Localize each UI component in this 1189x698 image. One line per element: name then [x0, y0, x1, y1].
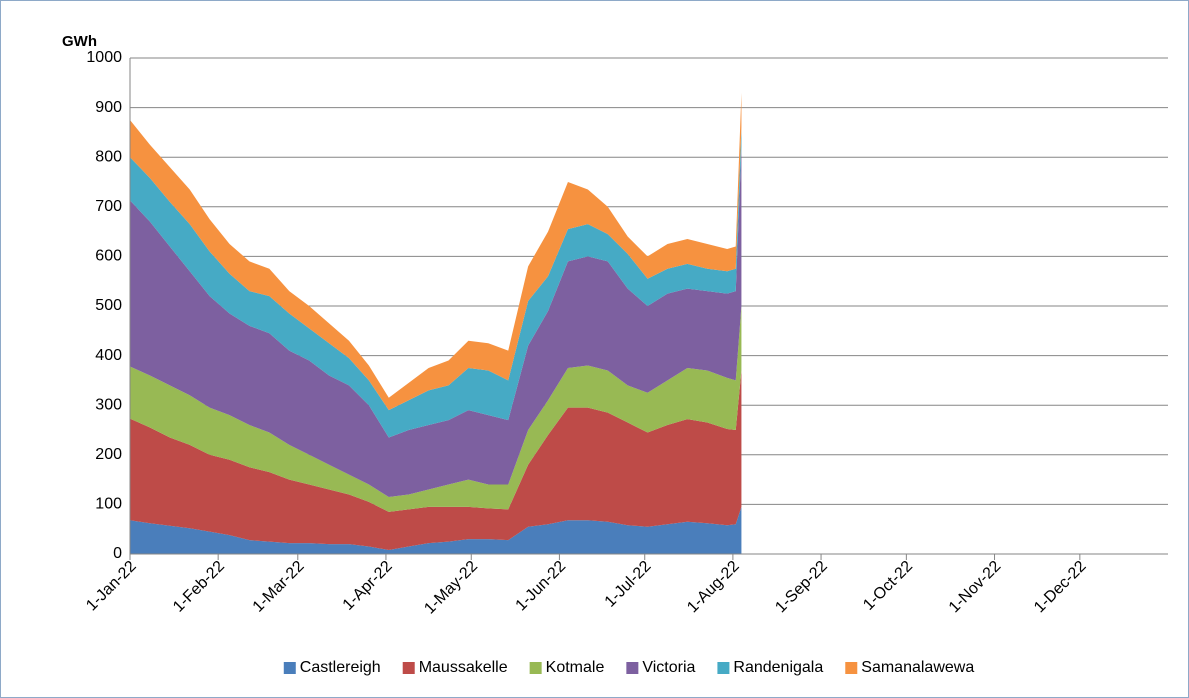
y-tick-label: 800 [95, 148, 122, 165]
y-tick-label: 700 [95, 198, 122, 215]
legend-label: Samanalawewa [861, 659, 974, 676]
y-tick-label: 900 [95, 99, 122, 116]
legend-label: Randenigala [733, 659, 823, 676]
y-axis-label: GWh [62, 33, 97, 50]
legend-swatch [717, 662, 730, 674]
legend-swatch [626, 662, 639, 674]
legend-swatch [845, 662, 858, 674]
legend-label: Victoria [642, 659, 695, 676]
legend-swatch [529, 662, 542, 674]
legend-label: Maussakelle [419, 659, 508, 676]
legend-label: Castlereigh [300, 659, 381, 676]
area [130, 506, 742, 554]
legend-swatch [283, 662, 296, 674]
area [130, 306, 742, 512]
y-tick-label: 600 [95, 248, 122, 265]
y-tick-label: 100 [95, 496, 122, 513]
area [130, 147, 742, 497]
y-tick-label: 1000 [86, 49, 122, 66]
area [130, 370, 742, 551]
y-tick-label: 400 [95, 347, 122, 364]
y-tick-label: 0 [113, 545, 122, 562]
y-tick-label: 500 [95, 297, 122, 314]
y-tick-label: 200 [95, 446, 122, 463]
legend-label: Kotmale [546, 659, 605, 676]
legend-swatch [402, 662, 415, 674]
y-tick-label: 300 [95, 396, 122, 413]
